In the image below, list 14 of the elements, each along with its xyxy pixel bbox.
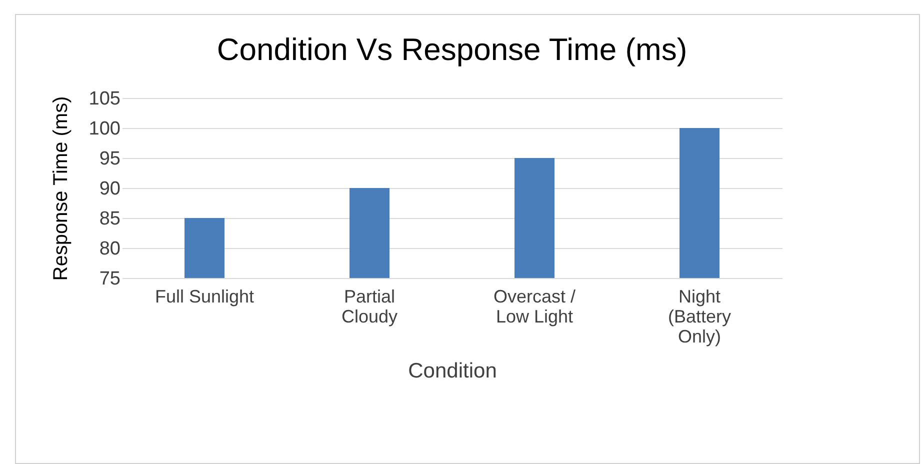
x-tick-label: Night (Battery Only) [668, 286, 732, 346]
x-tick-label: Full Sunlight [154, 286, 254, 306]
y-tick-label: 80 [99, 238, 120, 260]
chart-title: Condition Vs Response Time (ms) [216, 32, 688, 67]
y-tick-label: 95 [99, 148, 120, 170]
y-tick-label: 90 [99, 178, 120, 200]
y-axis-title: Response Time (ms) [50, 96, 72, 281]
x-tick-label: Overcast / Low Light [493, 286, 576, 326]
x-axis-title: Condition [408, 360, 497, 382]
y-tick-label: 75 [99, 268, 120, 290]
y-tick-label: 100 [88, 118, 120, 140]
y-tick-label: 85 [99, 208, 120, 230]
x-tick-label: Partial Cloudy [341, 286, 398, 326]
y-tick-label: 105 [88, 88, 120, 110]
